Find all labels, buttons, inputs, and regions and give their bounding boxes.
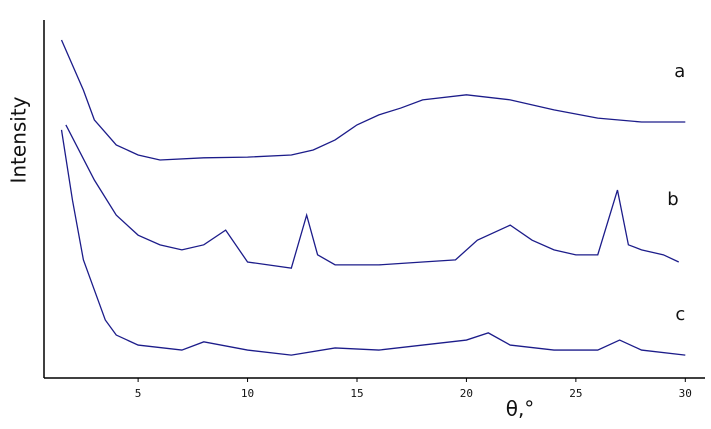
x-tick-label: 10 [241, 387, 254, 400]
y-axis-label: Intensity [7, 96, 31, 183]
series-label: b [667, 189, 678, 210]
series-line [65, 124, 680, 269]
series-line [60, 39, 686, 161]
series-label: c [675, 304, 685, 325]
x-tick-label: 30 [679, 387, 692, 400]
x-tick-label: 20 [460, 387, 473, 400]
series-label: a [674, 61, 685, 82]
x-tick-label: 15 [350, 387, 363, 400]
series-line [60, 129, 686, 356]
x-tick-label: 5 [135, 387, 142, 400]
x-tick-label: 25 [569, 387, 582, 400]
x-axis-label: θ,° [506, 397, 535, 421]
